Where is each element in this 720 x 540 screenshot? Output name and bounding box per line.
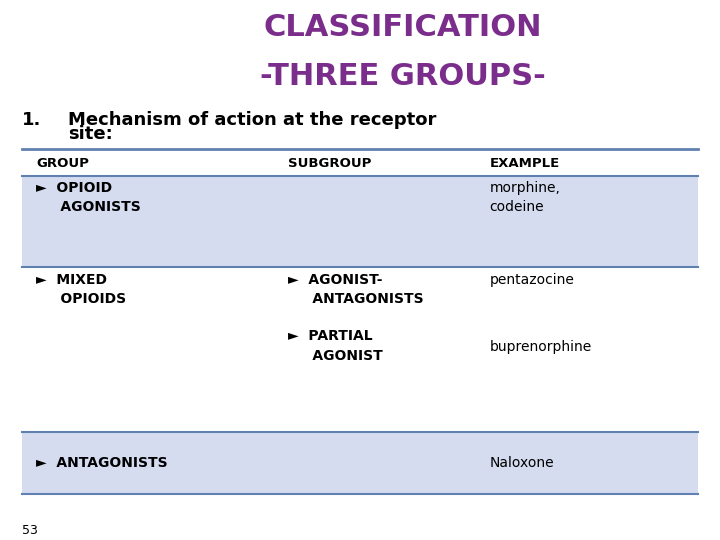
Text: ►  OPIOID
     AGONISTS: ► OPIOID AGONISTS	[36, 181, 140, 214]
Bar	[22, 432, 698, 494]
Text: CLASSIFICATION: CLASSIFICATION	[264, 14, 542, 43]
Text: pentazocine: pentazocine	[490, 273, 575, 287]
Text: ►  AGONIST-
     ANTAGONISTS: ► AGONIST- ANTAGONISTS	[288, 273, 423, 306]
Bar	[22, 176, 698, 267]
Text: GROUP: GROUP	[36, 157, 89, 170]
Text: 53: 53	[22, 524, 37, 537]
Text: ►  MIXED
     OPIOIDS: ► MIXED OPIOIDS	[36, 273, 126, 306]
Text: Naloxone: Naloxone	[490, 456, 554, 470]
Text: buprenorphine: buprenorphine	[490, 340, 592, 354]
Text: -THREE GROUPS-: -THREE GROUPS-	[261, 62, 546, 91]
Text: ►  PARTIAL
     AGONIST: ► PARTIAL AGONIST	[288, 329, 383, 363]
Bar	[22, 267, 698, 432]
Text: EXAMPLE: EXAMPLE	[490, 157, 560, 170]
Text: site:: site:	[68, 125, 113, 143]
Text: SUBGROUP: SUBGROUP	[288, 157, 372, 170]
Text: morphine,
codeine: morphine, codeine	[490, 181, 560, 214]
Text: Mechanism of action at the receptor: Mechanism of action at the receptor	[68, 111, 437, 129]
Text: 1.: 1.	[22, 111, 41, 129]
Text: ►  ANTAGONISTS: ► ANTAGONISTS	[36, 456, 168, 470]
